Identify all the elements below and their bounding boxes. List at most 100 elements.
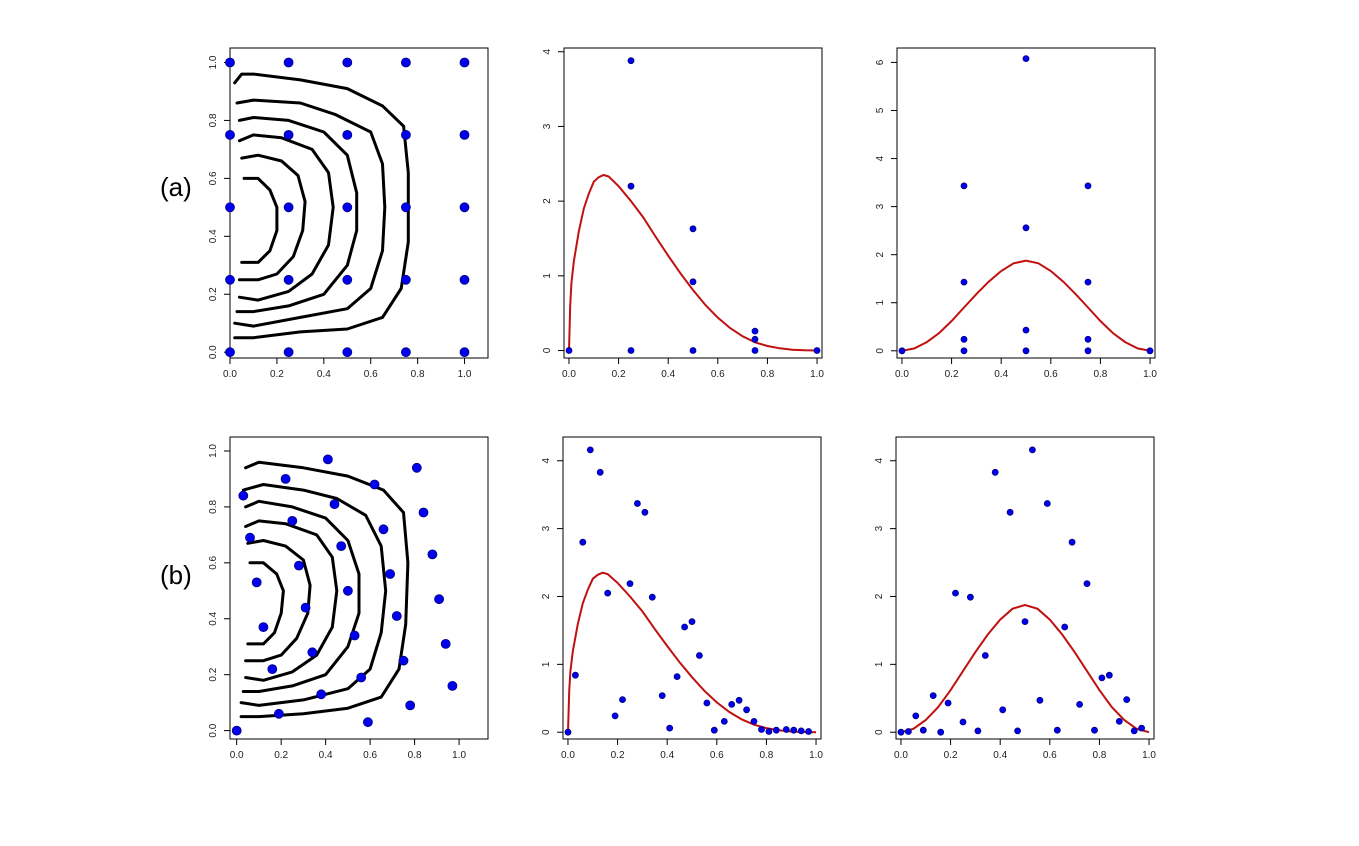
y-tick-label: 3 [874,525,885,531]
data-point [267,664,278,674]
x-tick-label: 0.2 [945,369,959,380]
y-tick-label: 3 [542,123,553,129]
x-tick-label: 0.0 [894,750,908,761]
contour-line [244,519,339,682]
x-tick-label: 1.0 [458,369,472,380]
panel-b-middle: 0.0 0.2 0.4 0.6 0.8 1.0 0 1 2 3 4 [541,436,823,761]
plot-frame [563,47,823,359]
x-tick-label: 1.0 [810,369,824,380]
data-point [280,473,291,484]
data-point [743,706,750,714]
data-point [238,490,249,501]
y-tick-label: 5 [875,107,886,113]
data-point [225,129,235,140]
y-tick-label: 4 [542,49,553,55]
data-point [703,699,711,707]
data-point [1084,182,1092,190]
density-curve [900,603,1150,734]
data-point [1146,347,1154,355]
x-tick-label: 0.4 [993,750,1007,761]
x-tick-label: 0.4 [994,369,1008,380]
x-tick-label: 0.2 [612,369,626,380]
data-point [905,728,912,735]
data-point [1036,696,1044,704]
data-point [245,532,255,543]
y-tick-label: 2 [874,593,885,599]
x-tick-label: 0.4 [317,369,331,380]
data-point [316,689,327,700]
data-point [329,499,340,510]
data-point [283,347,294,358]
data-point [1083,580,1091,587]
data-point [627,182,635,190]
data-point [1022,326,1030,334]
x-tick-label: 0.4 [660,750,674,761]
data-point [1115,718,1123,725]
x-tick-label: 0.8 [1092,750,1106,761]
data-point [898,347,906,355]
data-point [362,717,373,728]
x-tick-label: 0.8 [759,750,773,761]
data-point [1076,701,1083,708]
data-point [349,630,360,641]
data-point [790,726,798,734]
data-point [293,560,304,571]
x-tick-label: 0.2 [274,750,288,761]
data-point [1053,726,1061,734]
data-point [805,728,812,735]
panel-b-left: 0.0 0.2 0.4 0.6 0.8 1.0 0.0 0.2 0.4 0.6 0.8 1.0 [208,436,489,761]
contour-line [240,176,279,264]
data-point [981,652,989,659]
data-point [300,602,311,613]
x-tick-label: 0.8 [1093,369,1107,380]
y-tick-label: 0.8 [208,500,219,514]
data-point [369,479,380,490]
data-point [1098,674,1106,682]
data-point [225,347,235,358]
panel-a-right: 0.0 0.2 0.4 0.6 0.8 1.0 0 1 2 3 4 5 6 [875,47,1157,380]
x-tick-label: 1.0 [1142,750,1156,761]
y-tick-label: 1 [875,300,886,306]
data-point [1006,508,1014,516]
data-point [336,541,347,551]
data-point [944,699,952,707]
data-point [225,57,235,68]
contour-line [237,153,307,282]
data-point [1091,726,1098,734]
panel-a-left: 0.0 0.2 0.4 0.6 0.8 1.0 0.0 0.2 0.4 0.6 0.8 1.0 [208,47,489,380]
data-point [611,712,619,720]
contour-line [246,561,285,646]
data-point [952,589,959,597]
plot-frame [229,436,489,740]
data-point [604,589,612,597]
data-point [572,671,579,679]
density-curve [568,173,818,352]
data-point [1084,278,1092,286]
x-tick-label: 0.0 [223,369,237,380]
data-point [1130,727,1138,735]
data-point [342,57,353,68]
x-tick-label: 0.6 [364,369,378,380]
y-tick-label: 2 [541,593,552,599]
data-point [322,454,333,465]
x-tick-label: 0.8 [411,369,425,380]
data-point [258,622,269,632]
data-point [459,347,470,358]
x-tick-label: 0.4 [661,369,675,380]
data-point [627,347,635,354]
x-tick-label: 0.6 [1043,750,1057,761]
data-point [1084,347,1092,355]
data-point [391,611,402,621]
data-point [960,347,968,355]
data-point [434,594,445,605]
data-point [696,652,703,659]
y-tick-label: 1.0 [208,55,219,69]
data-point [586,446,594,454]
data-point [405,700,416,711]
data-point [225,202,235,213]
data-point [1138,724,1145,732]
data-point [897,728,905,736]
data-point [283,57,294,68]
data-point [440,639,451,649]
